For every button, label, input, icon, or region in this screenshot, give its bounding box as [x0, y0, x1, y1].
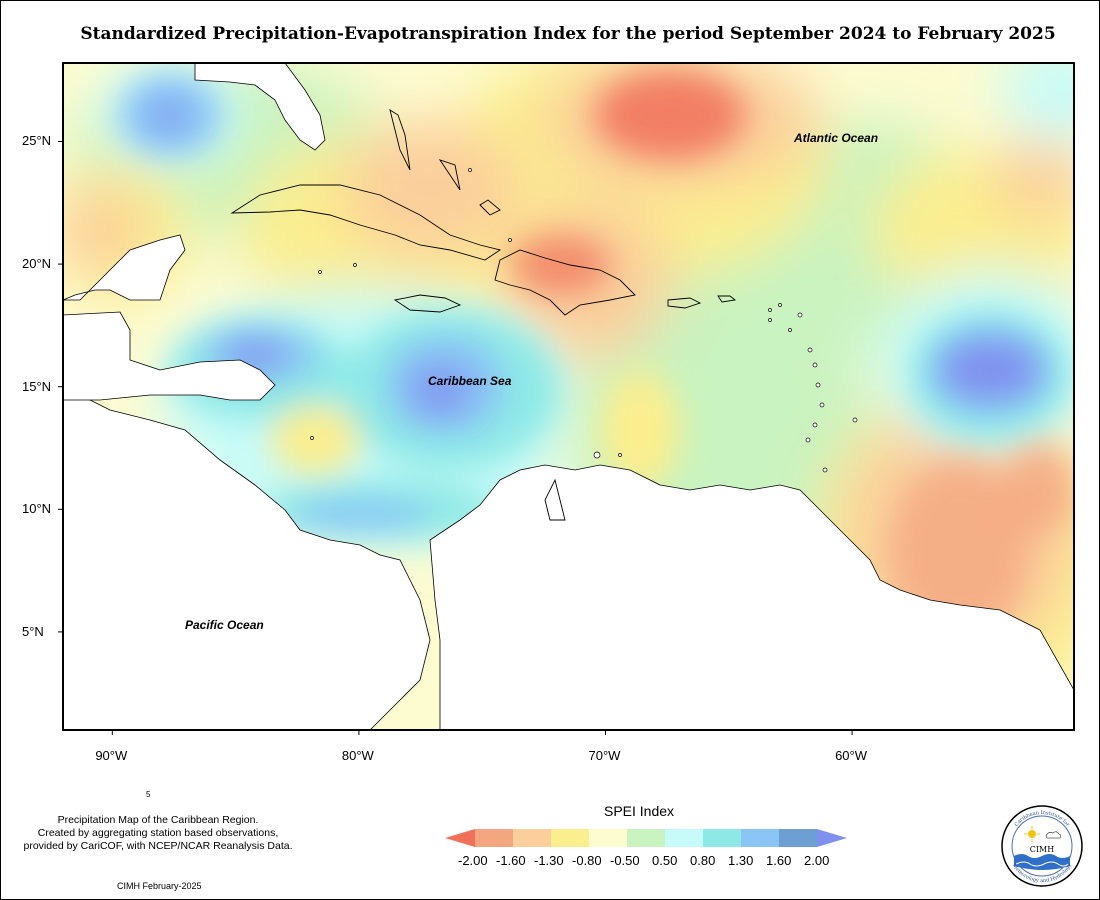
map-border — [62, 62, 1075, 731]
land-mask — [63, 63, 1074, 730]
legend-value-label: 1.60 — [766, 853, 792, 868]
legend-title: SPEI Index — [604, 803, 675, 819]
axis-ticks — [58, 140, 853, 735]
legend-value-label: 1.30 — [728, 853, 754, 868]
caption-line-1: Precipitation Map of the Caribbean Regio… — [57, 814, 259, 826]
lat-tick-label: 10°N — [22, 501, 52, 517]
small-islands — [310, 168, 858, 473]
lat-tick-label: 15°N — [22, 378, 52, 394]
lat-tick-label: 25°N — [22, 133, 52, 149]
legend-swatch — [589, 829, 627, 847]
caption-line-3: provided by CariCOF, with NCEP/NCAR Rean… — [23, 840, 293, 852]
lon-tick-label: 90°W — [95, 748, 128, 763]
lon-tick-label: 60°W — [835, 748, 867, 763]
cloud-icon — [1045, 831, 1062, 839]
lon-tick-label: 70°W — [588, 748, 621, 763]
legend-swatch — [665, 829, 703, 847]
legend-value-label: 0.50 — [652, 853, 678, 868]
pacific-ocean-label: Pacific Ocean — [185, 618, 264, 632]
legend-swatch — [779, 829, 817, 847]
tiny-mark: 5 — [146, 790, 151, 799]
legend-value-label: -1.60 — [496, 853, 526, 868]
cimh-logo: CIMH Caribbean Institute for Meteorology… — [1001, 805, 1083, 887]
caption-line-2: Created by aggregating station based obs… — [37, 827, 279, 839]
legend-colorbar — [445, 829, 847, 847]
legend-value-label: -2.00 — [458, 853, 488, 868]
legend-swatch — [627, 829, 665, 847]
legend-value-label: -1.30 — [534, 853, 564, 868]
lon-tick-label: 80°W — [341, 748, 374, 763]
logo-text: CIMH — [1030, 845, 1054, 854]
legend-swatch — [741, 829, 779, 847]
legend-swatch — [445, 829, 475, 847]
legend-value-label: 0.80 — [690, 853, 716, 868]
atlantic-ocean-label: Atlantic Ocean — [794, 131, 879, 145]
caribbean-sea-label: Caribbean Sea — [428, 374, 512, 388]
island-outlines — [230, 109, 737, 521]
map-caption: Precipitation Map of the Caribbean Regio… — [8, 814, 308, 853]
map-title: Standardized Precipitation-Evapotranspir… — [80, 24, 1056, 44]
lat-tick-label: 5°N — [22, 623, 44, 639]
legend-swatch — [475, 829, 513, 847]
legend-swatch — [513, 829, 551, 847]
legend-swatch — [703, 829, 741, 847]
sun-icon — [1028, 830, 1036, 838]
footer-credit: CIMH February-2025 — [117, 881, 202, 891]
legend-value-label: -0.80 — [572, 853, 602, 868]
legend-value-label: -0.50 — [610, 853, 640, 868]
legend-swatch — [551, 829, 589, 847]
legend-value-label: 2.00 — [804, 853, 830, 868]
lat-tick-label: 20°N — [22, 256, 52, 272]
spei-field — [63, 63, 1074, 730]
legend-swatch — [817, 829, 847, 847]
